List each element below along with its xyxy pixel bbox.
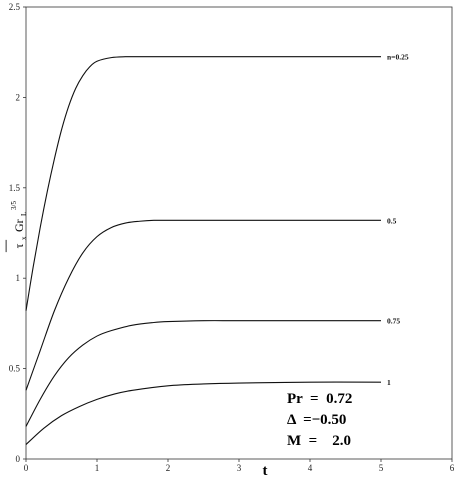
y-tick-label: 0 [16, 454, 21, 464]
y-tick-label: 2 [16, 92, 21, 102]
series-label-3: 0.75 [387, 317, 400, 326]
series-label-2: 0.5 [387, 216, 397, 225]
series-label-1: n=0.25 [387, 53, 409, 62]
series-label-4: 1 [387, 378, 391, 387]
x-tick-label: 4 [308, 463, 313, 473]
series-labels: n=0.25 0.5 0.75 1 [387, 53, 409, 387]
annotation-line: Pr = 0.72 [287, 391, 352, 407]
x-tick-label: 3 [237, 463, 242, 473]
y-axis-label-tau-sub: x [20, 236, 28, 240]
x-tick-label: 1 [95, 463, 100, 473]
axes [23, 6, 453, 462]
series-curves [25, 56, 382, 445]
x-axis-label: t [263, 463, 268, 479]
y-tick-label: 1.5 [9, 183, 21, 193]
y-tick-label: 2.5 [9, 2, 21, 12]
y-tick-label: 1 [16, 273, 21, 283]
parameter-annotation: Pr = 0.72 Δ =−0.50 M = 2.0 [287, 391, 352, 449]
annotation-line: M = 2.0 [287, 433, 351, 449]
x-tick-label: 6 [450, 463, 455, 473]
y-axis-label-gr-sub: L [20, 212, 28, 216]
series-line-2 [25, 219, 381, 391]
tick-labels: 0 1 2 3 4 5 6 0 0.5 1 1.5 2 2.5 [9, 2, 455, 473]
series-line-4 [25, 381, 382, 445]
y-tick-label: 0.5 [9, 364, 21, 374]
y-axis-label-overbar: — [0, 239, 12, 253]
plot-frame [25, 6, 453, 460]
x-tick-label: 2 [166, 463, 171, 473]
series-line-1 [25, 56, 381, 311]
y-axis-label-gr: Gr [12, 219, 26, 232]
y-axis-label-gr-sup: 3/5 [10, 201, 18, 210]
x-tick-label: 5 [379, 463, 384, 473]
x-tick-label: 0 [24, 463, 29, 473]
series-line-3 [25, 320, 381, 427]
y-axis-label-tau: τ [12, 243, 26, 248]
y-axis-label: — τ x Gr L 3/5 [0, 201, 28, 253]
annotation-line: Δ =−0.50 [287, 412, 346, 428]
